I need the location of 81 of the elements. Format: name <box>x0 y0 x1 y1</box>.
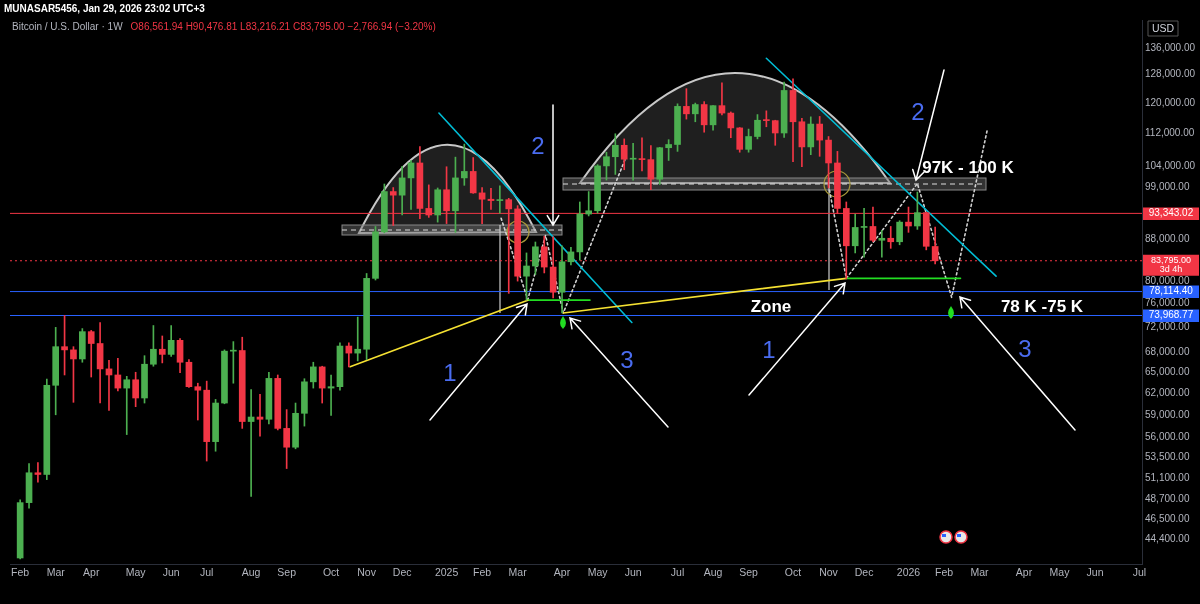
ref-line-label: 73,968.77 <box>1148 309 1194 321</box>
y-tick-label: 65,000.00 <box>1145 366 1190 378</box>
x-tick-label: 2026 <box>896 566 921 579</box>
x-tick-label: Mar <box>46 566 66 579</box>
x-tick-label: Sep <box>739 566 759 579</box>
annotation: 2 <box>911 97 925 125</box>
candlestick <box>34 462 42 483</box>
x-tick-label: Apr <box>83 566 100 579</box>
annotation: 3 <box>1018 334 1032 362</box>
x-tick-label: May <box>125 566 147 579</box>
x-tick-label: Dec <box>854 566 874 579</box>
y-tick-label: 53,500.00 <box>1145 451 1190 463</box>
x-tick-label: Oct <box>322 566 340 579</box>
x-tick-label: Aug <box>703 566 723 579</box>
x-tick-label: Jul <box>1132 566 1147 579</box>
x-tick-label: Mar <box>508 566 528 579</box>
annotation: 3 <box>620 345 634 373</box>
y-axis-title: USD <box>1152 21 1175 34</box>
candlestick <box>878 230 886 258</box>
x-tick-label: May <box>1049 566 1071 579</box>
annotation: 1 <box>762 335 776 363</box>
candlestick <box>354 316 362 362</box>
x-tick-label: Dec <box>392 566 412 579</box>
candlestick <box>158 335 166 364</box>
annotation: 78 K -75 K <box>1000 296 1084 316</box>
y-tick-label: 99,000.00 <box>1145 181 1190 193</box>
x-tick-label: Jul <box>199 566 214 579</box>
y-tick-label: 44,400.00 <box>1145 533 1190 545</box>
y-tick-label: 46,500.00 <box>1145 513 1190 525</box>
y-tick-label: 88,000.00 <box>1145 233 1190 245</box>
candlestick <box>256 394 264 437</box>
y-tick-label: 112,000.00 <box>1145 127 1195 139</box>
ref-line-label: 93,343.02 <box>1148 207 1194 219</box>
x-tick-label: Feb <box>934 566 954 579</box>
candlestick <box>194 382 202 421</box>
y-tick-label: 59,000.00 <box>1145 408 1190 420</box>
candlestick <box>887 226 895 249</box>
ref-line-label: 83,795.00 3d 4h <box>1150 255 1192 274</box>
candlestick <box>585 191 593 217</box>
x-tick-label: Sep <box>277 566 297 579</box>
x-tick-label: Oct <box>784 566 802 579</box>
x-tick-label: Mar <box>970 566 990 579</box>
y-tick-label: 120,000.00 <box>1145 96 1196 108</box>
y-tick-label: 128,000.00 <box>1145 68 1196 80</box>
y-tick-label: 80,000.00 <box>1145 274 1190 286</box>
text: MUNASAR5456, Jan 29, 2026 23:02 UTC+3 <box>4 2 206 14</box>
x-tick-label: Nov <box>357 566 377 579</box>
x-tick-label: 2025 <box>434 566 459 579</box>
candlestick <box>496 185 504 214</box>
candlestick <box>629 142 637 181</box>
y-tick-label: 68,000.00 <box>1145 346 1190 358</box>
x-tick-label: Jun <box>1086 566 1104 579</box>
x-tick-label: Nov <box>819 566 839 579</box>
annotation: 2 <box>531 131 545 159</box>
candlestick <box>460 143 468 186</box>
chart-subtitle: O86,561.94 H90,476.81 L83,216.21 C83,795.00 −2,766.94 (−3.20%) <box>130 20 436 32</box>
y-tick-label: 62,000.00 <box>1145 386 1190 398</box>
y-tick-label: 51,100.00 <box>1145 471 1190 483</box>
x-tick-label: Jul <box>670 566 685 579</box>
chart-title: Bitcoin / U.S. Dollar · 1W <box>12 20 124 32</box>
y-tick-label: 72,000.00 <box>1145 321 1190 333</box>
x-tick-label: Feb <box>473 566 492 579</box>
y-tick-label: 76,000.00 <box>1145 297 1190 309</box>
x-tick-label: Aug <box>241 566 261 579</box>
y-tick-label: 104,000.00 <box>1145 159 1196 171</box>
x-tick-label: May <box>587 566 609 579</box>
annotation: 1 <box>443 358 457 386</box>
candlestick <box>638 137 646 172</box>
x-tick-label: Feb <box>11 566 30 579</box>
x-tick-label: Apr <box>553 566 571 579</box>
y-tick-label: 136,000.00 <box>1145 41 1196 53</box>
x-tick-label: Jun <box>624 566 642 579</box>
ref-line-label: 78,114.40 <box>1149 285 1194 297</box>
y-tick-label: 56,000.00 <box>1145 431 1190 443</box>
annotation: 97K - 100 K <box>922 157 1015 177</box>
candlestick <box>123 376 131 435</box>
y-tick-label: 48,700.00 <box>1145 492 1190 504</box>
x-tick-label: Apr <box>1015 566 1033 579</box>
x-tick-label: Jun <box>162 566 180 579</box>
candlestick <box>860 208 868 258</box>
annotation: Zone <box>750 296 792 316</box>
